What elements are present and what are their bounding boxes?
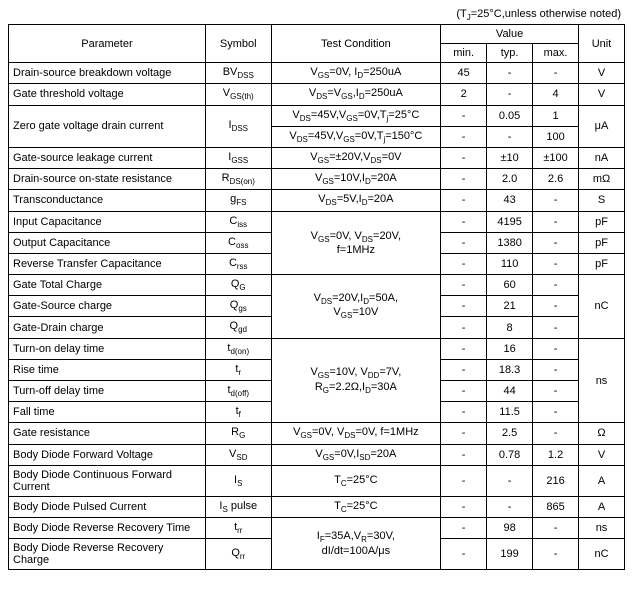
table-row: Drain-source breakdown voltage BVDSS VGS… <box>9 63 625 84</box>
header-unit: Unit <box>579 25 625 63</box>
table-row: Body Diode Pulsed Current IS pulse TC=25… <box>9 496 625 517</box>
header-typ: typ. <box>487 44 533 63</box>
table-row: Body Diode Continuous Forward Current IS… <box>9 465 625 496</box>
param-cell: Drain-source breakdown voltage <box>9 63 206 84</box>
table-row: Gate Total Charge QG VDS=20V,ID=50A,VGS=… <box>9 275 625 296</box>
table-row: Body Diode Forward Voltage VSD VGS=0V,IS… <box>9 444 625 465</box>
table-row: Body Diode Reverse Recovery Time trr IF=… <box>9 517 625 538</box>
header-min: min. <box>441 44 487 63</box>
temperature-note: (TJ=25°C,unless otherwise noted) <box>8 8 621 22</box>
table-row: Gate-source leakage current IGSS VGS=±20… <box>9 147 625 168</box>
max-cell: - <box>533 63 579 84</box>
header-max: max. <box>533 44 579 63</box>
table-row: Turn-on delay time td(on) VGS=10V, VDD=7… <box>9 338 625 359</box>
table-row: Gate threshold voltage VGS(th) VDS=VGS,I… <box>9 84 625 105</box>
header-parameter: Parameter <box>9 25 206 63</box>
condition-cell: VGS=0V, ID=250uA <box>271 63 441 84</box>
header-test-condition: Test Condition <box>271 25 441 63</box>
table-row: Zero gate voltage drain current IDSS VDS… <box>9 105 625 126</box>
table-row: Drain-source on-state resistance RDS(on)… <box>9 169 625 190</box>
table-row: Input Capacitance Ciss VGS=0V, VDS=20V,f… <box>9 211 625 232</box>
header-symbol: Symbol <box>205 25 271 63</box>
unit-cell: V <box>579 63 625 84</box>
header-value: Value <box>441 25 579 44</box>
table-row: Transconductance gFS VDS=5V,ID=20A - 43 … <box>9 190 625 211</box>
min-cell: 45 <box>441 63 487 84</box>
symbol-cell: BVDSS <box>205 63 271 84</box>
electrical-characteristics-table: Parameter Symbol Test Condition Value Un… <box>8 24 625 570</box>
typ-cell: - <box>487 63 533 84</box>
table-row: Gate resistance RG VGS=0V, VDS=0V, f=1MH… <box>9 423 625 444</box>
